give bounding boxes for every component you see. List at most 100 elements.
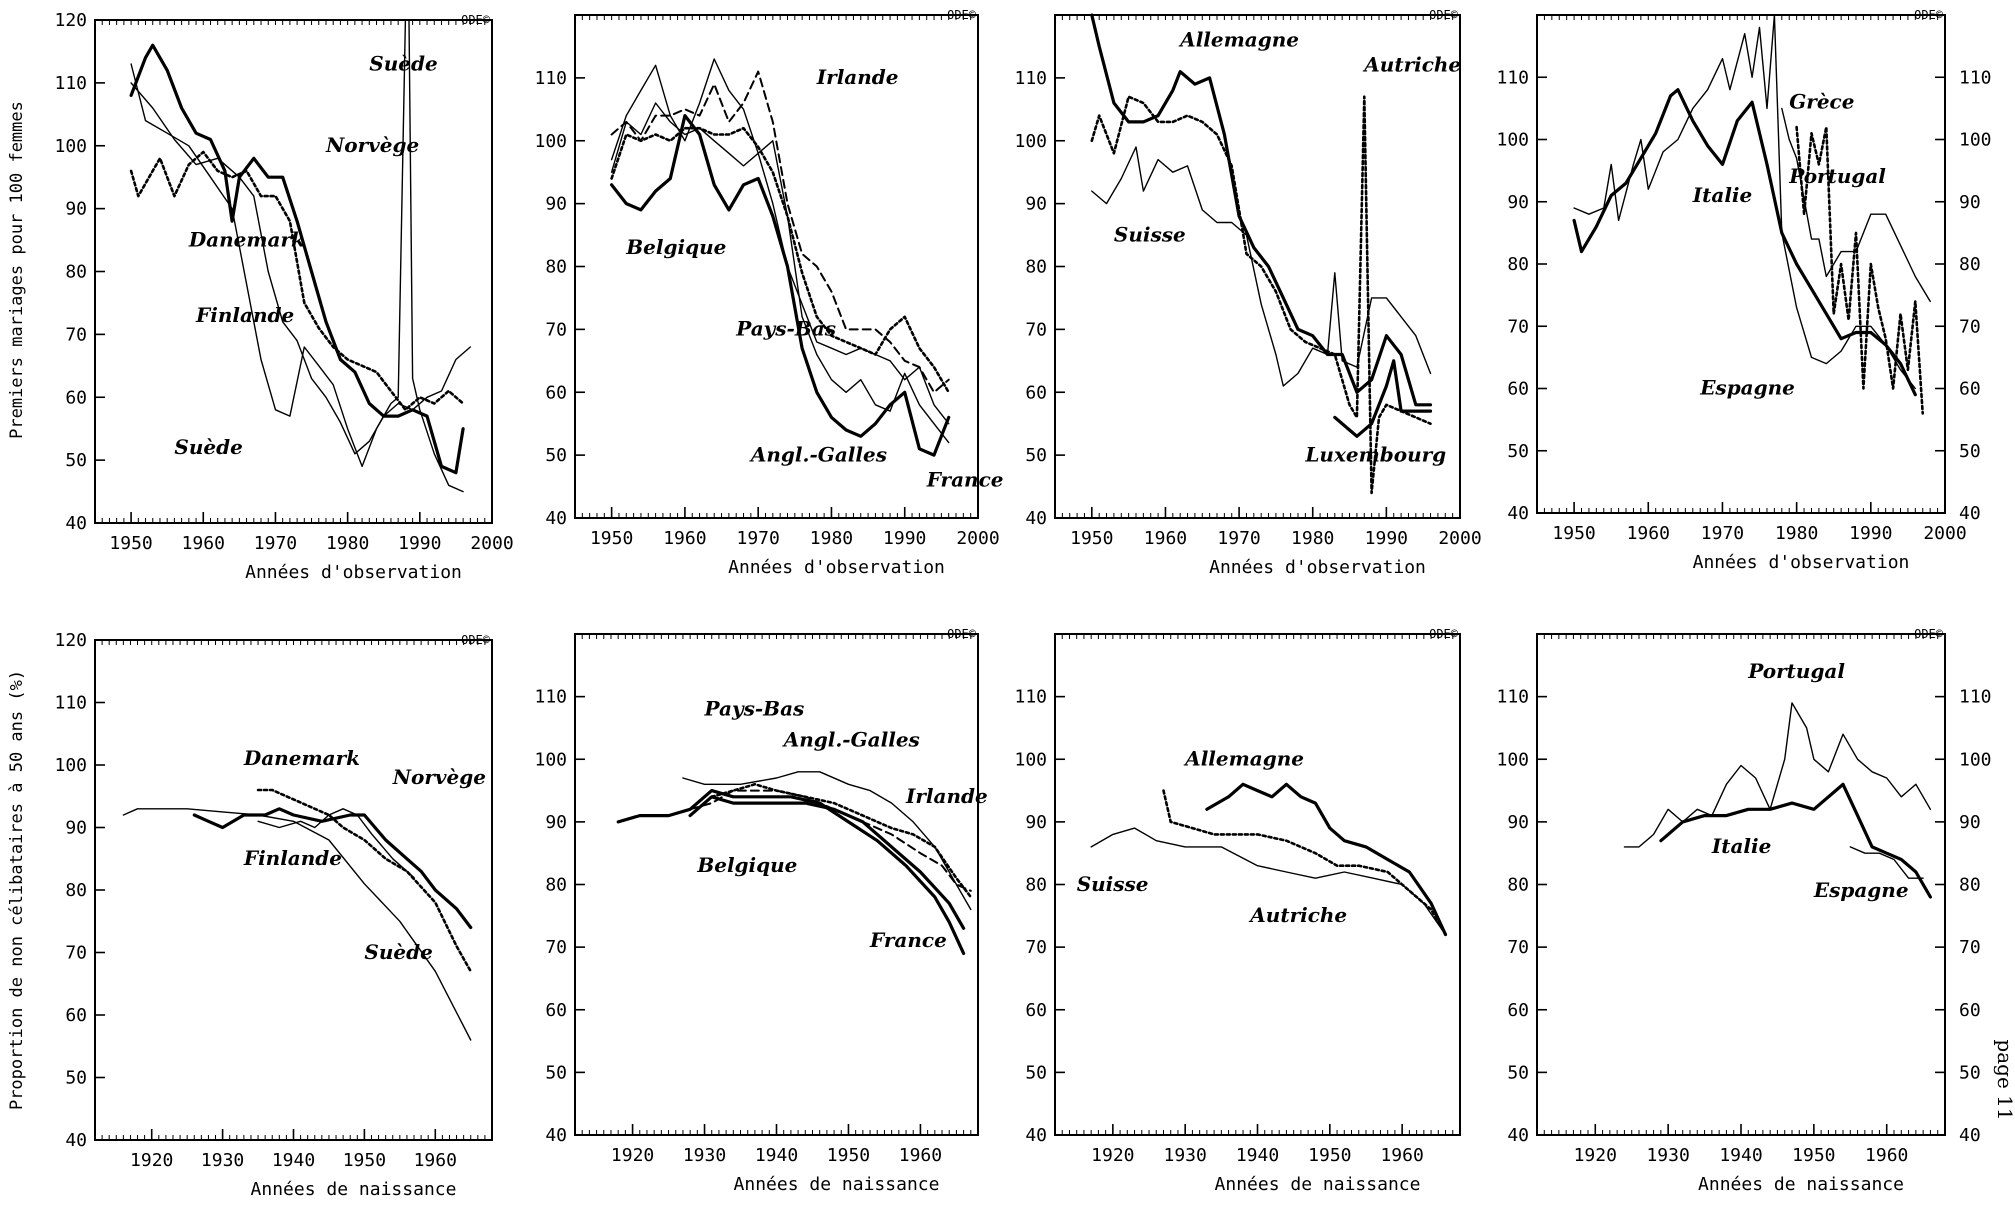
series-line-su-de: [130, 19, 464, 493]
y-tick-label: 50: [545, 445, 567, 466]
x-tick-label: 2000: [1438, 528, 1481, 549]
chart-panel-8: 1920 1930 1940 1950 1960 40 40 50 50 60 60 70 70 80 80…: [1496, 627, 1991, 1195]
series-label: Norvège: [392, 765, 486, 789]
series-line-espagne: [1573, 14, 1916, 390]
y-tick-label: 80: [1507, 875, 1529, 896]
corner-mark: ODE©: [1914, 8, 1944, 22]
y-tick-label: 100: [54, 136, 87, 157]
x-tick-label: 1950: [343, 1150, 386, 1171]
y-tick-label-right: 50: [1959, 1062, 1981, 1083]
y-tick-label: 80: [65, 262, 87, 283]
series-line-belgique: [688, 795, 966, 930]
y-tick-label-right: 40: [1959, 503, 1981, 524]
y-tick-label: 40: [545, 508, 567, 529]
y-tick-label-right: 50: [1959, 441, 1981, 462]
y-tick-label: 50: [65, 1068, 87, 1089]
x-tick-label: 1990: [883, 528, 926, 549]
y-tick-label: 100: [1014, 749, 1047, 770]
y-tick-label: 50: [1507, 441, 1529, 462]
y-tick-label: 60: [65, 1005, 87, 1026]
series-label: Luxembourg: [1304, 442, 1446, 466]
corner-mark: ODE©: [947, 627, 977, 641]
ylabel-bottom: Proportion de non célibataires à 50 ans …: [7, 670, 27, 1110]
y-tick-label: 120: [54, 10, 87, 31]
x-tick-label: 1980: [1291, 528, 1334, 549]
y-tick-label: 110: [534, 687, 567, 708]
y-tick-label-right: 70: [1959, 316, 1981, 337]
y-tick-label: 100: [534, 131, 567, 152]
y-tick-label: 100: [54, 755, 87, 776]
series-line-italie: [1659, 782, 1932, 899]
y-tick-label-right: 40: [1959, 1125, 1981, 1146]
x-tick-label: 2000: [1923, 523, 1966, 544]
y-tick-label: 60: [545, 382, 567, 403]
y-tick-label: 70: [1025, 319, 1047, 340]
y-tick-label-right: 60: [1959, 1000, 1981, 1021]
y-tick-label: 70: [65, 324, 87, 345]
series-label: Allemagne: [1183, 747, 1304, 771]
y-tick-label: 50: [545, 1062, 567, 1083]
y-tick-label: 60: [65, 387, 87, 408]
series-line-suisse: [1090, 827, 1447, 936]
y-tick-label: 60: [1507, 1000, 1529, 1021]
y-tick-label: 40: [1025, 508, 1047, 529]
x-tick-label: 1950: [1552, 523, 1595, 544]
corner-mark: ODE©: [1429, 8, 1459, 22]
series-label: France: [869, 928, 947, 952]
corner-mark: ODE©: [1429, 627, 1459, 641]
series-line-gr-ce: [1795, 125, 1924, 415]
series-label: Danemark: [243, 746, 360, 770]
y-tick-label: 100: [534, 749, 567, 770]
chart-panel-7: 1920 1930 1940 1950 1960 40 50 60 70 80 90 100 110 OD…: [1014, 627, 1461, 1195]
y-tick-label: 40: [65, 1130, 87, 1151]
y-tick-label: 60: [1025, 382, 1047, 403]
series-label: Portugal: [1788, 164, 1886, 188]
y-tick-label: 50: [1025, 445, 1047, 466]
y-tick-label-right: 60: [1959, 379, 1981, 400]
series-label: Espagne: [1699, 376, 1795, 400]
x-axis-title: Années d'observation: [728, 557, 945, 578]
series-line-espagne: [1849, 846, 1924, 879]
x-tick-label: 1960: [414, 1150, 457, 1171]
y-tick-label: 70: [65, 943, 87, 964]
chart-panel-5: 1920 1930 1940 1950 1960 40 50 60 70 80 90 100 110 12…: [54, 630, 493, 1200]
y-tick-label: 40: [1507, 503, 1529, 524]
x-minor-ticks: [94, 640, 493, 1140]
y-tick-label: 90: [545, 812, 567, 833]
series-label: Finlande: [195, 303, 294, 327]
series-label: Suède: [174, 435, 242, 459]
series-label: Angl.-Galles: [782, 728, 920, 752]
x-tick-label: 1950: [109, 533, 152, 554]
page-mark: page 11: [1993, 1039, 2015, 1120]
x-minor-ticks: [1536, 15, 1946, 513]
series-line-norv-ge: [129, 43, 465, 475]
x-tick-label: 1990: [1849, 523, 1892, 544]
y-tick-label: 60: [1507, 379, 1529, 400]
corner-mark: ODE©: [461, 13, 491, 27]
x-tick-label: 1980: [326, 533, 369, 554]
x-axis-title: Années de naissance: [1215, 1174, 1421, 1195]
chart-panel-1: 1950 1960 1970 1980 1990 2000 40 50 60 70 80 90 100 1…: [54, 10, 513, 583]
series-label: Suède: [369, 51, 437, 75]
y-tick-label: 90: [65, 818, 87, 839]
y-tick-label-right: 100: [1959, 749, 1992, 770]
x-tick-label: 1960: [1380, 1145, 1423, 1166]
x-tick-label: 1930: [1646, 1145, 1689, 1166]
x-tick-label: 1960: [1865, 1145, 1908, 1166]
y-tick-label: 40: [65, 513, 87, 534]
x-tick-label: 1990: [398, 533, 441, 554]
y-tick-label: 90: [545, 194, 567, 215]
series-line-portugal: [1781, 107, 1931, 303]
series-line-portugal: [1623, 702, 1932, 848]
series-line-allemagne: [1090, 13, 1433, 407]
x-tick-label: 1960: [1627, 523, 1670, 544]
x-tick-label: 1970: [1217, 528, 1260, 549]
series-line-irlande: [710, 783, 973, 899]
corner-mark: ODE©: [461, 633, 491, 647]
x-tick-label: 1940: [272, 1150, 315, 1171]
y-tick-label: 100: [1496, 130, 1529, 151]
y-tick-label: 60: [1025, 1000, 1047, 1021]
y-tick-label-right: 70: [1959, 937, 1981, 958]
x-tick-label: 1970: [254, 533, 297, 554]
y-tick-label: 80: [545, 875, 567, 896]
